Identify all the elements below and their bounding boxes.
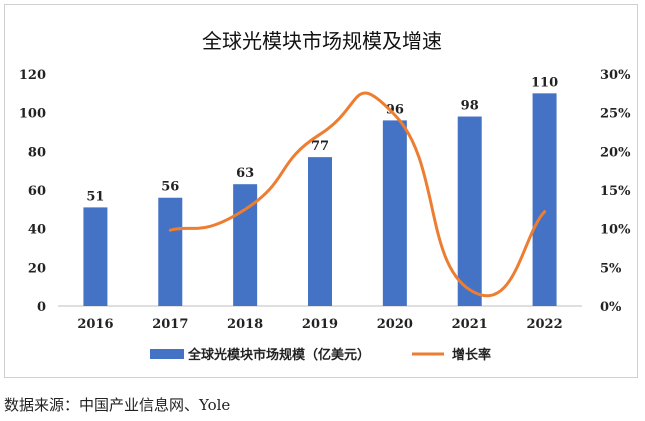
x-tick-label: 2017 — [152, 317, 188, 332]
bar — [457, 116, 482, 307]
y-left-tick-label: 60 — [28, 184, 46, 199]
x-tick-label: 2021 — [452, 317, 488, 332]
x-tick-label: 2016 — [77, 317, 113, 332]
y-left-tick-label: 80 — [28, 145, 46, 160]
data-label: 77 — [311, 139, 329, 154]
data-label: 98 — [461, 99, 479, 114]
x-tick-label: 2022 — [526, 317, 562, 332]
data-label: 56 — [161, 180, 179, 195]
data-label: 51 — [86, 189, 104, 204]
bar — [532, 93, 557, 306]
x-tick-label: 2019 — [302, 317, 338, 332]
y-right-tick-label: 30% — [600, 68, 631, 83]
legend-bar-label: 全球光模块市场规模（亿美元） — [187, 347, 370, 363]
x-tick-label: 2018 — [227, 317, 263, 332]
y-right-tick-label: 15% — [600, 184, 631, 199]
bar — [308, 157, 332, 306]
x-tick-label: 2020 — [377, 317, 413, 332]
bar — [83, 207, 108, 306]
y-right-tick-label: 25% — [600, 107, 631, 122]
y-right-tick-label: 20% — [600, 145, 631, 160]
data-label: 63 — [236, 166, 254, 181]
y-left-tick-label: 100 — [19, 107, 46, 122]
y-left-tick-label: 40 — [28, 223, 46, 238]
source-note: 数据来源：中国产业信息网、Yole — [4, 396, 231, 414]
y-right-tick-label: 0% — [600, 300, 622, 315]
bar — [158, 197, 183, 306]
bar — [382, 120, 407, 307]
y-left-tick-label: 120 — [19, 68, 46, 83]
data-label: 110 — [531, 75, 558, 90]
y-left-tick-label: 0 — [37, 300, 46, 315]
y-right-tick-label: 10% — [600, 223, 631, 238]
data-label: 96 — [386, 102, 404, 117]
chart-frame — [4, 4, 638, 378]
legend-line-label: 增长率 — [452, 347, 491, 363]
growth-rate-line — [168, 91, 547, 298]
y-right-tick-label: 5% — [600, 261, 622, 276]
legend-bar-swatch — [150, 349, 184, 359]
y-left-tick-label: 20 — [28, 261, 46, 276]
chart-title: 全球光模块市场规模及增速 — [202, 29, 442, 53]
